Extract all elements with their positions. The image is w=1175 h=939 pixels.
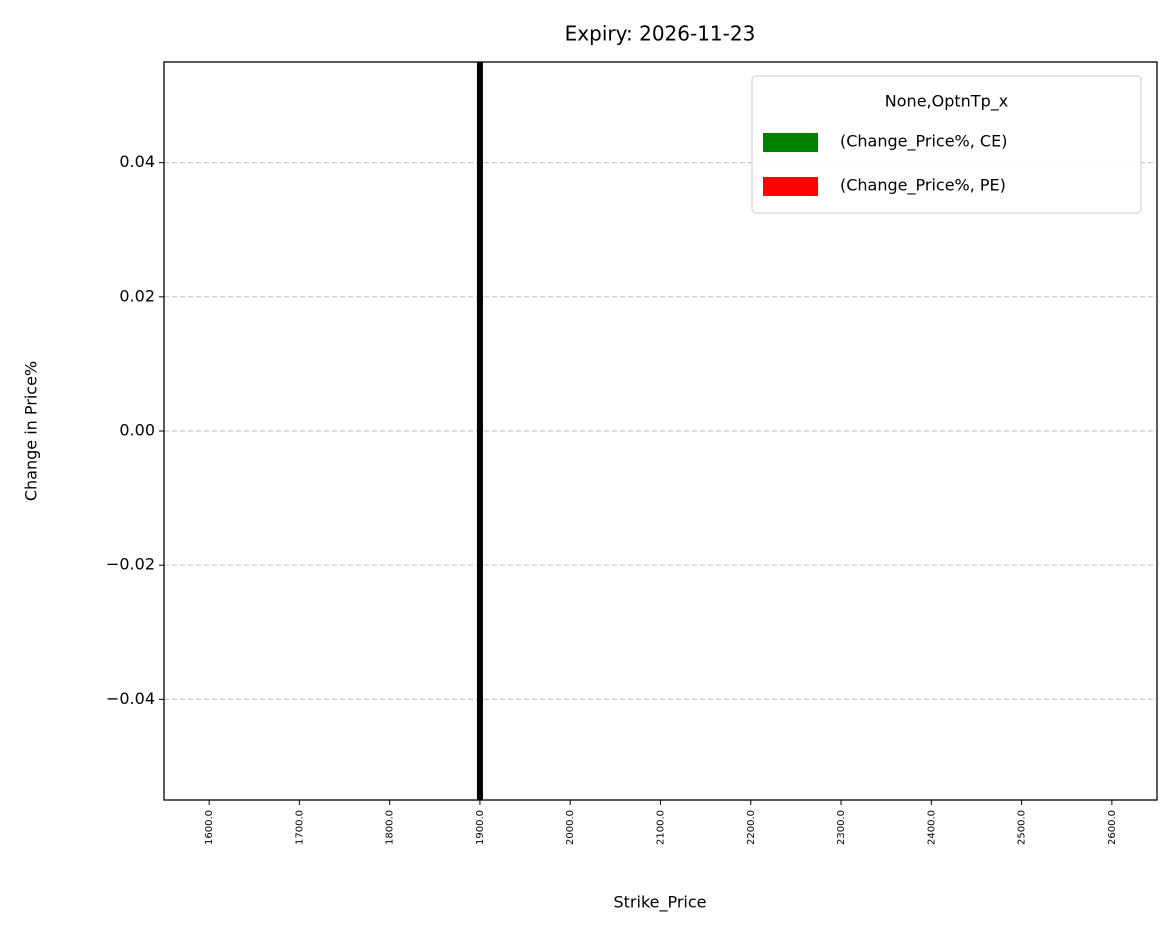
legend-swatch [763, 133, 818, 152]
legend-label: (Change_Price%, PE) [840, 176, 1006, 196]
legend-swatch [763, 177, 818, 196]
x-tick-label: 1900.0 [475, 810, 486, 845]
x-axis-label: Strike_Price [613, 893, 706, 913]
y-axis-label: Change in Price% [22, 361, 41, 501]
chart-title: Expiry: 2026-11-23 [565, 22, 756, 46]
y-tick-label: 0.00 [119, 421, 155, 440]
x-tick-label: 1700.0 [294, 810, 305, 845]
legend-title: None,OptnTp_x [885, 92, 1008, 112]
y-tick-label: 0.04 [119, 152, 155, 171]
legend-box [751, 75, 1142, 214]
x-tick-label: 2400.0 [926, 810, 937, 845]
x-tick-label: 2600.0 [1107, 810, 1118, 845]
legend: None,OptnTp_x (Change_Price%, CE) (Change_… [751, 75, 1142, 214]
y-tick-label: −0.04 [106, 689, 155, 708]
plot-frame [163, 61, 1158, 801]
y-tick-label: −0.02 [106, 555, 155, 574]
x-tick-label: 1600.0 [204, 810, 215, 845]
x-tick-label: 2000.0 [565, 810, 576, 845]
x-tick-label: 1800.0 [385, 810, 396, 845]
x-tick-label: 2300.0 [836, 810, 847, 845]
x-tick-label: 2200.0 [746, 810, 757, 845]
x-tick-label: 2100.0 [656, 810, 667, 845]
y-tick-label: 0.02 [119, 286, 155, 305]
legend-label: (Change_Price%, CE) [840, 132, 1007, 152]
x-tick-label: 2500.0 [1017, 810, 1028, 845]
